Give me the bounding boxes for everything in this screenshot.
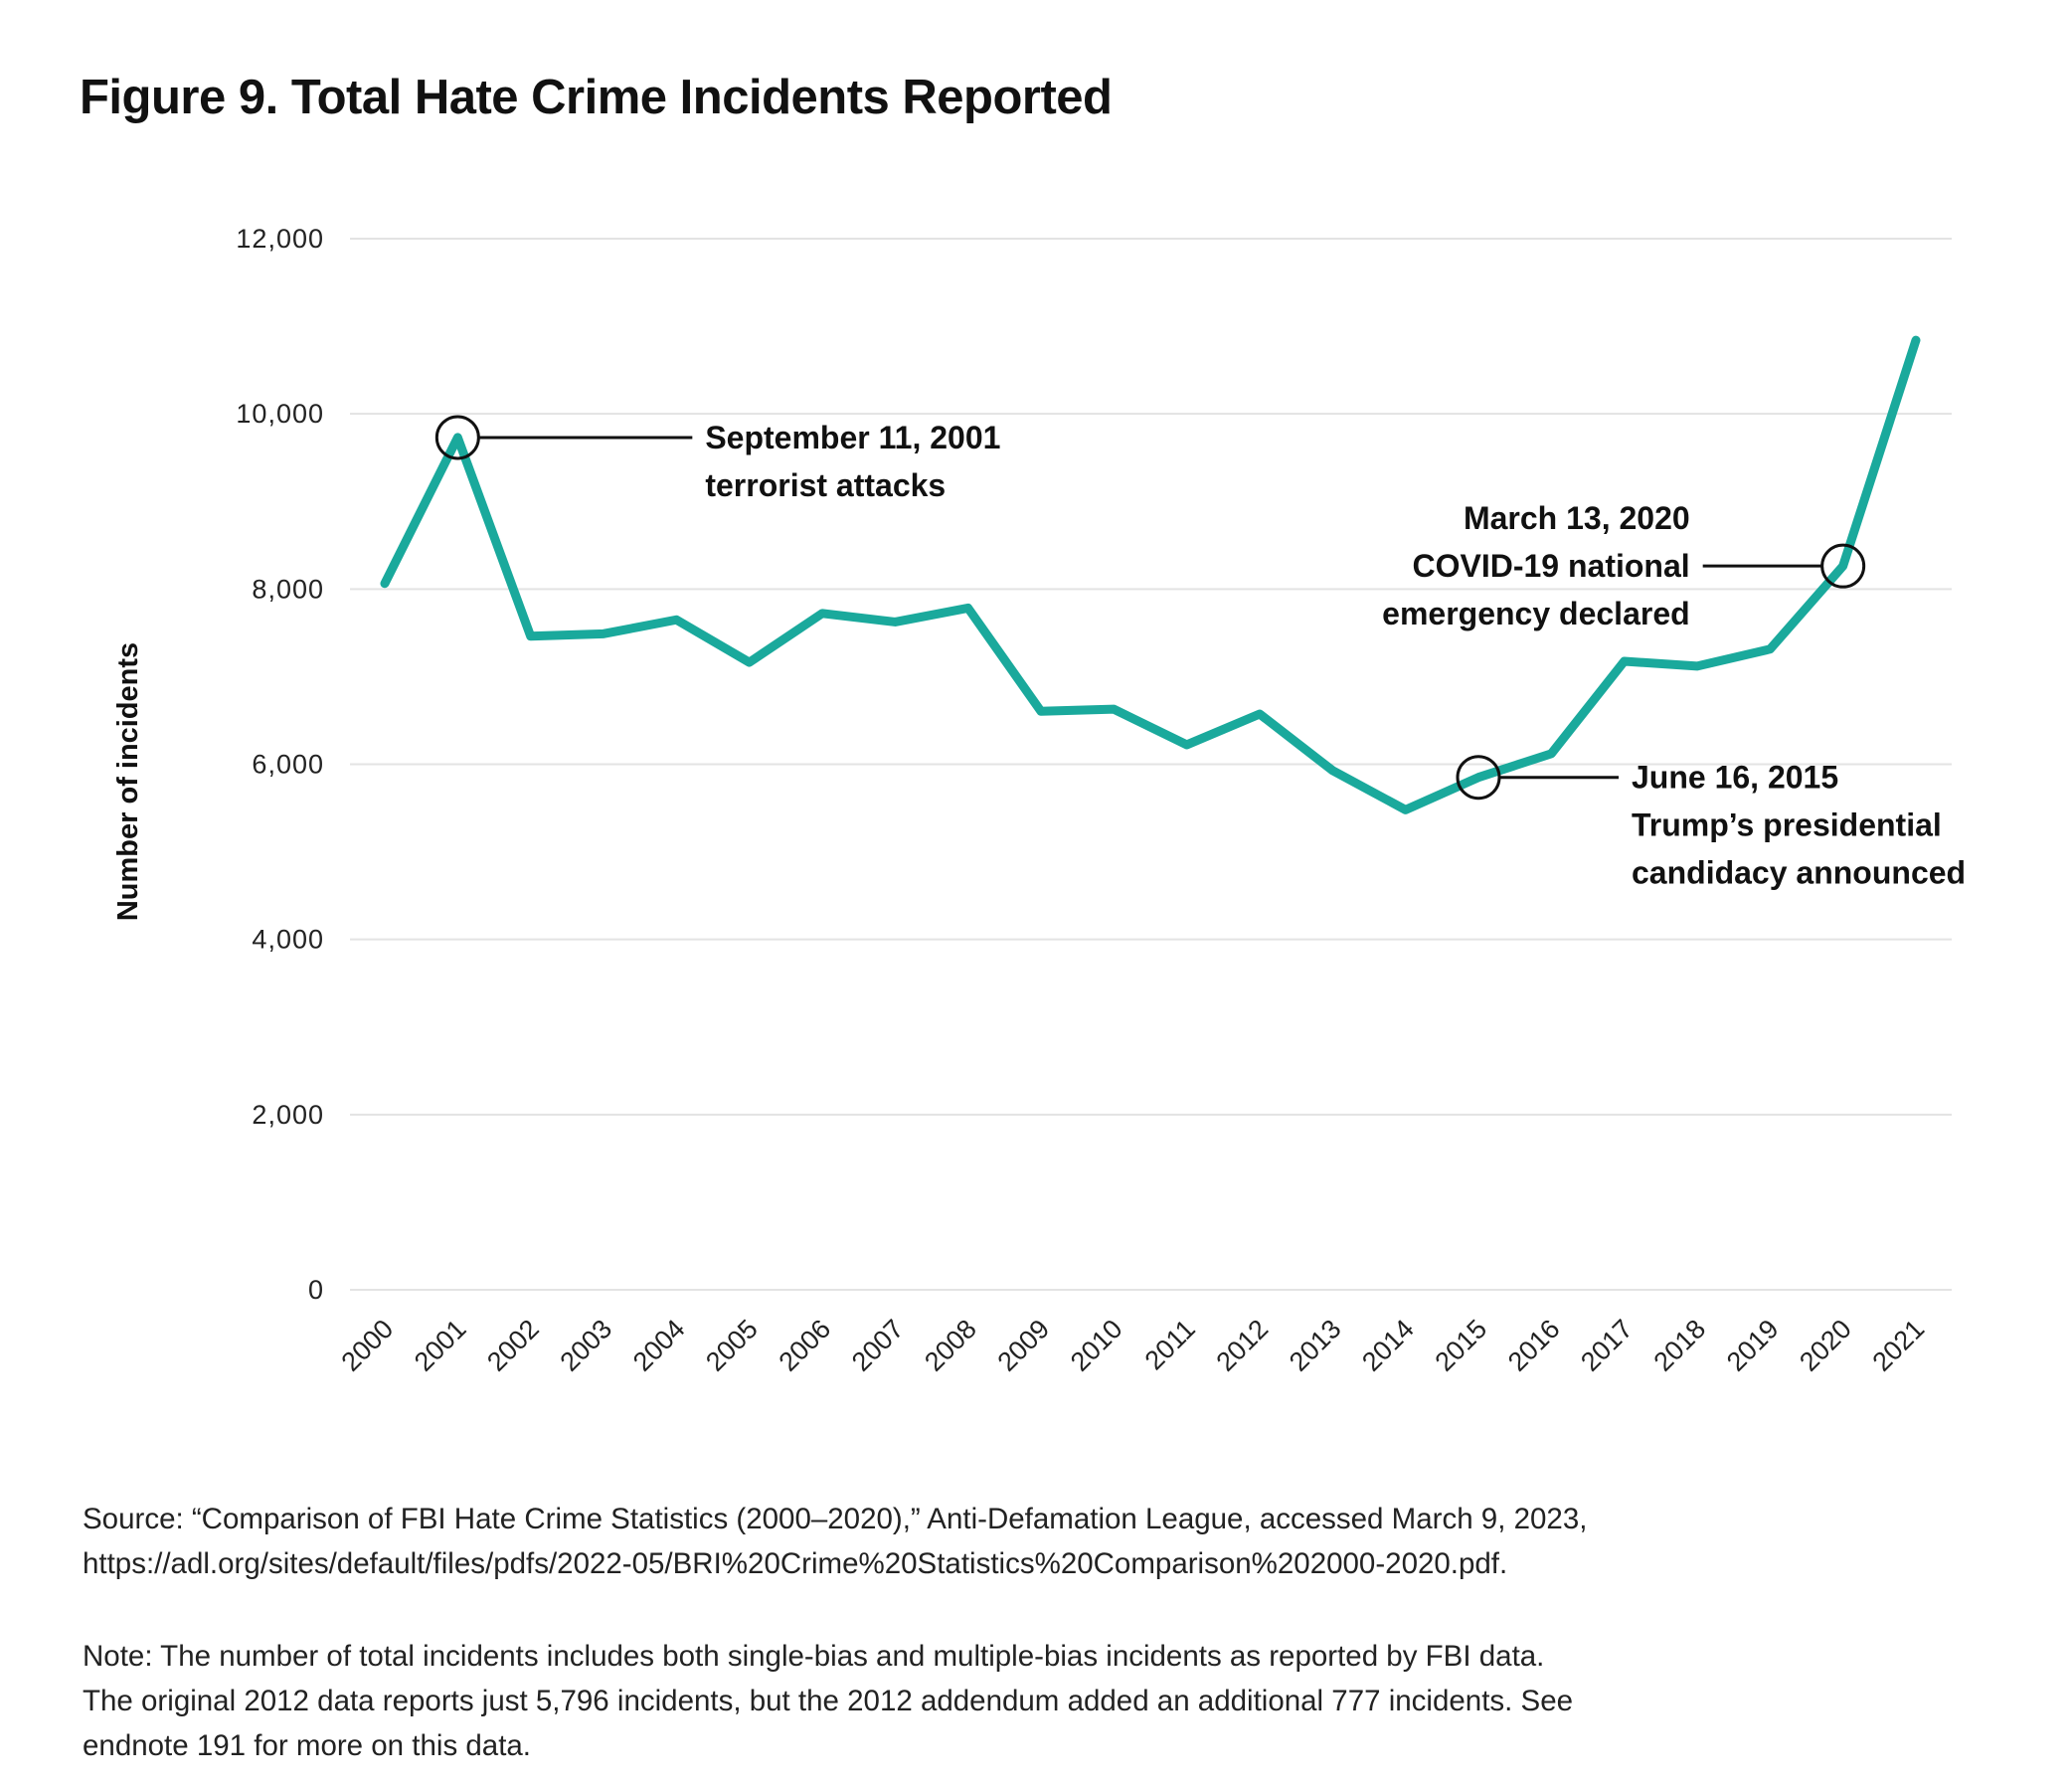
x-tick-label: 2010 (1065, 1314, 1128, 1377)
note-text: Note: The number of total incidents incl… (83, 1634, 1573, 1768)
annotation-text: June 16, 2015 (1632, 760, 1838, 796)
x-tick-label: 2000 (336, 1314, 400, 1377)
x-tick-label: 2003 (555, 1314, 618, 1377)
x-tick-label: 2008 (919, 1314, 982, 1377)
note-line: The original 2012 data reports just 5,79… (83, 1685, 1574, 1717)
y-tick-label: 8,000 (252, 574, 324, 604)
y-tick-label: 10,000 (236, 399, 324, 429)
data-line (380, 335, 1921, 814)
annotation-text: emergency declared (1382, 596, 1690, 631)
x-tick-label: 2007 (846, 1314, 910, 1377)
annotation-text: September 11, 2001 (705, 420, 1000, 455)
source-text: Source: “Comparison of FBI Hate Crime St… (83, 1497, 1587, 1586)
x-tick-label: 2001 (409, 1314, 472, 1377)
y-tick-label: 2,000 (252, 1100, 324, 1130)
annotation-text: terrorist attacks (705, 467, 946, 503)
x-tick-label: 2018 (1648, 1314, 1712, 1377)
annotation-text: COVID-19 national (1413, 548, 1690, 584)
note-line: Note: The number of total incidents incl… (83, 1640, 1545, 1673)
x-tick-label: 2014 (1356, 1314, 1420, 1377)
annotation-text: candidacy announced (1632, 855, 1966, 891)
y-tick-label: 0 (308, 1275, 324, 1305)
source-line: Source: “Comparison of FBI Hate Crime St… (83, 1503, 1588, 1535)
x-tick-label: 2006 (774, 1314, 837, 1377)
x-tick-label: 2020 (1794, 1314, 1857, 1377)
x-tick-label: 2013 (1284, 1314, 1347, 1377)
y-tick-label: 6,000 (252, 750, 324, 780)
x-tick-label: 2016 (1502, 1314, 1566, 1377)
y-axis-label: Number of incidents (112, 642, 144, 921)
y-tick-label: 4,000 (252, 925, 324, 955)
x-tick-label: 2004 (627, 1314, 691, 1377)
chart-title: Figure 9. Total Hate Crime Incidents Rep… (80, 71, 1113, 124)
x-tick-label: 2002 (481, 1314, 545, 1377)
y-tick-label: 12,000 (236, 224, 324, 254)
x-tick-label: 2012 (1211, 1314, 1275, 1377)
x-tick-label: 2015 (1430, 1314, 1493, 1377)
x-tick-label: 2005 (700, 1314, 764, 1377)
x-tick-label: 2009 (992, 1314, 1056, 1377)
x-tick-label: 2019 (1721, 1314, 1785, 1377)
annotation-text: Trump’s presidential (1632, 807, 1942, 843)
x-tick-label: 2017 (1575, 1314, 1639, 1377)
x-tick-label: 2021 (1867, 1314, 1931, 1377)
source-line: https://adl.org/sites/default/files/pdfs… (83, 1547, 1508, 1580)
annotation-text: March 13, 2020 (1464, 500, 1690, 536)
x-tick-label: 2011 (1139, 1314, 1201, 1375)
note-line: endnote 191 for more on this data. (83, 1729, 531, 1762)
